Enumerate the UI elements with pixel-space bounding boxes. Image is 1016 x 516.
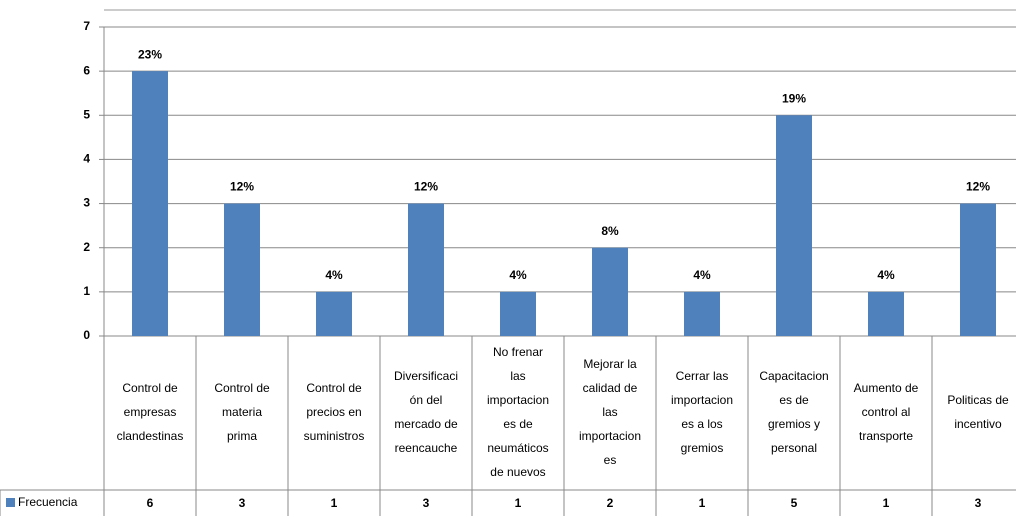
category-label: transporte xyxy=(859,429,913,443)
bar xyxy=(592,247,628,336)
category-label: personal xyxy=(771,441,817,455)
y-tick-label: 2 xyxy=(83,240,90,254)
category-label: ón del xyxy=(410,393,443,407)
category-label: gremios y xyxy=(768,417,820,431)
category-label: es a los xyxy=(681,417,722,431)
category-label: prima xyxy=(227,429,257,443)
table-value: 1 xyxy=(883,496,890,510)
category-label: reencauche xyxy=(395,441,458,455)
data-label: 8% xyxy=(601,224,619,238)
category-label: Control de xyxy=(214,381,270,395)
y-tick-label: 1 xyxy=(83,284,90,298)
y-tick-label: 6 xyxy=(83,63,90,77)
category-label: gremios xyxy=(681,441,724,455)
bar xyxy=(316,291,352,336)
category-label: Cerrar las xyxy=(676,369,729,383)
data-label: 23% xyxy=(138,47,162,61)
table-value: 6 xyxy=(147,496,154,510)
category-label: Mejorar la xyxy=(583,357,637,371)
category-label: las xyxy=(602,405,617,419)
category-label: No frenar xyxy=(493,345,543,359)
category-label: suministros xyxy=(304,429,365,443)
category-label: incentivo xyxy=(954,417,1002,431)
y-tick-label: 4 xyxy=(83,152,90,166)
data-label: 12% xyxy=(414,180,438,194)
bar xyxy=(408,203,444,336)
category-label: importacion xyxy=(487,393,549,407)
bar xyxy=(776,115,812,337)
category-label: las xyxy=(510,369,525,383)
table-value: 1 xyxy=(331,496,338,510)
category-label: materia xyxy=(222,405,262,419)
y-tick-label: 7 xyxy=(83,19,90,33)
category-label: control al xyxy=(862,405,911,419)
category-label: Aumento de xyxy=(854,381,919,395)
category-label: Politicas de xyxy=(947,393,1009,407)
y-tick-label: 3 xyxy=(83,196,90,210)
category-label: neumáticos xyxy=(487,441,548,455)
table-value: 2 xyxy=(607,496,614,510)
bar xyxy=(224,203,260,336)
data-label: 12% xyxy=(966,180,990,194)
category-label: clandestinas xyxy=(117,429,184,443)
data-label: 12% xyxy=(230,180,254,194)
legend-label: Frecuencia xyxy=(18,495,78,509)
bar xyxy=(500,291,536,336)
table-value: 1 xyxy=(515,496,522,510)
bar xyxy=(684,291,720,336)
data-label: 4% xyxy=(693,268,711,282)
category-label: Control de xyxy=(122,381,178,395)
category-label: Control de xyxy=(306,381,362,395)
data-label: 4% xyxy=(877,268,895,282)
category-label: importacion xyxy=(671,393,733,407)
y-tick-label: 5 xyxy=(83,107,90,121)
category-label: calidad de xyxy=(583,381,638,395)
table-value: 3 xyxy=(975,496,982,510)
category-label: Capacitacion xyxy=(759,369,828,383)
bar xyxy=(132,71,168,337)
category-label: Diversificaci xyxy=(394,369,458,383)
table-value: 3 xyxy=(423,496,430,510)
category-label: mercado de xyxy=(394,417,458,431)
legend-key xyxy=(6,498,15,507)
data-label: 4% xyxy=(325,268,343,282)
table-value: 1 xyxy=(699,496,706,510)
table-value: 3 xyxy=(239,496,246,510)
y-tick-label: 0 xyxy=(83,328,90,342)
bar xyxy=(868,291,904,336)
bar xyxy=(960,203,996,336)
category-label: importacion xyxy=(579,429,641,443)
category-label: es de xyxy=(503,417,533,431)
data-label: 4% xyxy=(509,268,527,282)
category-label: es de xyxy=(779,393,809,407)
table-value: 5 xyxy=(791,496,798,510)
category-label: de nuevos xyxy=(490,465,545,479)
category-label: precios en xyxy=(306,405,361,419)
category-label: empresas xyxy=(124,405,177,419)
data-label: 19% xyxy=(782,91,806,105)
category-label: es xyxy=(604,453,617,467)
